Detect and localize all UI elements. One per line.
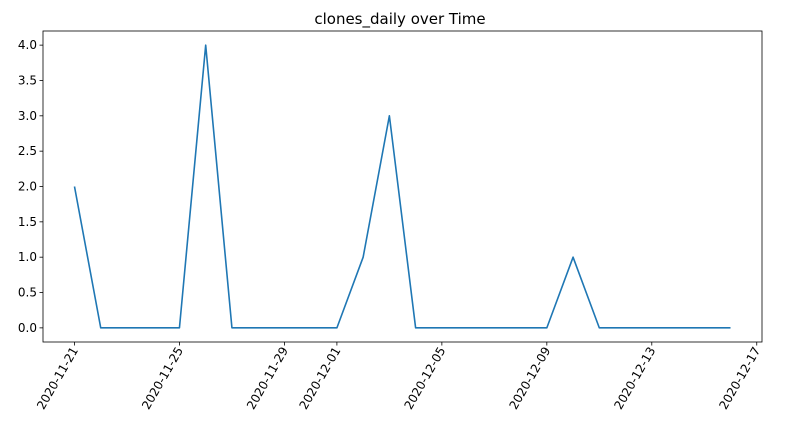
x-tick-label: 2020-12-17: [716, 345, 763, 412]
plot-frame: [42, 30, 763, 343]
x-axis: 2020-11-21 2020-11-25 2020-11-29 2020-12-01…: [34, 342, 763, 412]
x-tick-label: 2020-11-29: [244, 345, 291, 412]
y-tick-label: 4.0: [18, 38, 37, 52]
y-tick-label: 1.5: [18, 215, 37, 229]
series-line: [73, 44, 731, 329]
y-tick-label: 0.5: [18, 286, 37, 300]
plot-area: [73, 44, 731, 329]
x-tick-label: 2020-12-13: [611, 345, 658, 412]
y-tick-label: 1.0: [18, 250, 37, 264]
y-tick-label: 3.5: [18, 73, 37, 87]
x-tick-label: 2020-11-21: [34, 345, 81, 412]
y-tick-label: 0.0: [18, 321, 37, 335]
x-tick-label: 2020-12-09: [506, 345, 553, 412]
y-axis: 0.0 0.5 1.0 1.5 2.0 2.5 3.0 3.5 4.0: [18, 38, 43, 335]
x-tick-label: 2020-11-25: [139, 345, 186, 412]
x-tick-label: 2020-12-05: [401, 345, 448, 412]
y-tick-label: 2.5: [18, 144, 37, 158]
chart-title: clones_daily over Time: [314, 10, 485, 29]
y-tick-label: 2.0: [18, 180, 37, 194]
y-tick-label: 3.0: [18, 109, 37, 123]
x-tick-label: 2020-12-01: [296, 345, 343, 412]
